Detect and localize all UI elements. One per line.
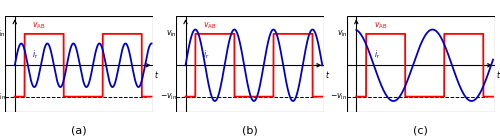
Text: $t$: $t$ [154, 69, 160, 80]
Text: $v_{\rm AB}$: $v_{\rm AB}$ [374, 21, 388, 31]
Text: $v_{\rm AB}$: $v_{\rm AB}$ [203, 21, 216, 31]
Text: $i_{\rm r}$: $i_{\rm r}$ [32, 49, 38, 61]
Text: $v_{\rm in}$: $v_{\rm in}$ [166, 29, 177, 39]
Text: $v_{\rm in}$: $v_{\rm in}$ [0, 29, 6, 39]
Text: (c): (c) [414, 126, 428, 136]
Text: (a): (a) [72, 126, 87, 136]
Text: $t$: $t$ [325, 69, 330, 80]
Text: $i_{\rm r}$: $i_{\rm r}$ [374, 49, 380, 61]
Text: $-v_{\rm in}$: $-v_{\rm in}$ [160, 91, 177, 102]
Text: $v_{\rm AB}$: $v_{\rm AB}$ [32, 21, 46, 31]
Text: $t$: $t$ [496, 69, 500, 80]
Text: (b): (b) [242, 126, 258, 136]
Text: $v_{\rm in}$: $v_{\rm in}$ [336, 29, 347, 39]
Text: $i_{\rm r}$: $i_{\rm r}$ [203, 49, 209, 61]
Text: $-v_{\rm in}$: $-v_{\rm in}$ [0, 91, 6, 102]
Text: $-v_{\rm in}$: $-v_{\rm in}$ [330, 91, 347, 102]
